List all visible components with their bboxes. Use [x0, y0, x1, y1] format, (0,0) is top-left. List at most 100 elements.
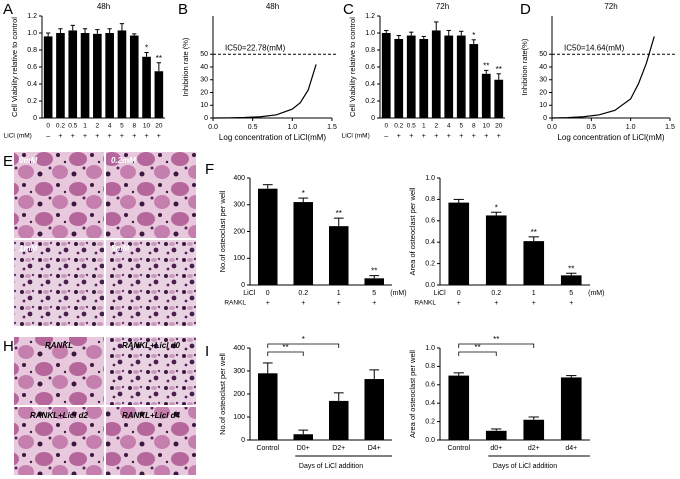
y-tick-label: 0	[241, 282, 245, 289]
y-tick-label: 1.0	[365, 30, 375, 37]
panel-letter: F	[205, 161, 214, 178]
bar	[419, 38, 429, 119]
y-tick-label: 0	[33, 115, 37, 122]
x-tick-label: 0.0	[208, 124, 218, 131]
curve	[212, 64, 317, 119]
row-mark: +	[409, 133, 413, 140]
comparison-label: **	[493, 335, 499, 344]
micrograph	[106, 240, 196, 326]
x-tick-label: 1	[532, 290, 536, 297]
reference-label: IC50=22.78(mM)	[225, 43, 286, 52]
category-unit: (mM)	[588, 290, 604, 297]
bar	[485, 215, 507, 285]
x-tick-label: D0+	[297, 445, 310, 452]
x-tick-label: 5	[372, 290, 376, 297]
y-tick-label: 0.2	[27, 98, 37, 105]
significance: **	[483, 62, 489, 71]
y-axis-label: Inhibition rate(%)	[520, 38, 529, 95]
bar	[293, 202, 314, 285]
x-tick-label: Control	[447, 445, 470, 452]
y-axis-label: No.of osteoclast per well	[218, 353, 227, 435]
y-tick-label: 10	[200, 102, 208, 109]
x-tick-label: 8	[132, 123, 136, 130]
x-tick-label: 1	[83, 123, 87, 130]
row-mark: +	[447, 133, 451, 140]
row-label: RANKL	[224, 300, 246, 307]
y-tick-label: 0.4	[425, 400, 435, 407]
y-tick-label: 0.6	[425, 382, 435, 389]
bar	[293, 434, 314, 440]
row-mark: +	[397, 133, 401, 140]
significance: *	[495, 203, 498, 212]
y-tick-label: 20	[539, 89, 547, 96]
micrograph	[14, 337, 104, 405]
x-tick-label: 0	[46, 123, 50, 130]
bar	[117, 30, 127, 119]
x-tick-label: D2+	[332, 445, 345, 452]
row-mark: +	[266, 300, 270, 307]
y-tick-label: 100	[233, 255, 245, 262]
bar	[469, 44, 479, 118]
y-tick-label: 0.2	[365, 98, 375, 105]
y-tick-label: 1.2	[27, 13, 37, 20]
row-mark: +	[157, 133, 161, 140]
row-mark: +	[484, 133, 488, 140]
micrograph-label: RANKL	[45, 341, 73, 350]
comparison-label: **	[474, 343, 480, 352]
y-tick-label: 0.8	[425, 363, 435, 370]
y-tick-label: 400	[233, 345, 245, 352]
y-tick-label: 0	[241, 437, 245, 444]
reference-label: IC50=14.64(mM)	[564, 43, 625, 52]
bar	[328, 226, 349, 285]
bar	[328, 400, 349, 440]
bar	[406, 35, 416, 118]
category-unit: (mM)	[390, 290, 406, 297]
y-tick-label: 200	[233, 391, 245, 398]
micrograph-label: 1mM	[19, 244, 38, 253]
row-mark: +	[120, 133, 124, 140]
micrograph	[14, 152, 104, 238]
row-mark: +	[372, 300, 376, 307]
y-axis-label: Inhibition rate (%)	[181, 37, 190, 96]
y-axis-label: Cell Viability relative to control	[10, 17, 19, 117]
bar	[129, 35, 139, 118]
comparison-label: **	[282, 343, 288, 352]
bar	[80, 33, 90, 118]
row-label: LiCl (mM)	[342, 133, 370, 140]
bar	[448, 202, 470, 285]
category-label: LiCl	[434, 290, 447, 297]
bar	[456, 35, 466, 118]
panel-letter: C	[343, 1, 354, 18]
y-tick-label: 0	[371, 115, 375, 122]
x-tick-label: D4+	[368, 445, 381, 452]
row-mark: +	[71, 133, 75, 140]
bar	[142, 56, 151, 118]
bar	[481, 73, 491, 118]
x-tick-label: 10	[483, 123, 491, 130]
x-tick-label: 20	[495, 123, 503, 130]
y-tick-label: 0.8	[425, 196, 435, 203]
y-tick-label: 200	[233, 228, 245, 235]
significance: **	[336, 209, 342, 218]
category-label: LiCl	[243, 290, 256, 297]
x-tick-label: 0	[266, 290, 270, 297]
y-tick-label: 50	[539, 51, 547, 58]
y-tick-label: 0.2	[425, 260, 435, 267]
bar	[444, 35, 454, 118]
x-tick-label: Control	[256, 445, 279, 452]
row-mark: –	[46, 133, 50, 140]
x-tick-label: 4	[447, 123, 451, 130]
comparison-bracket	[458, 351, 497, 356]
y-tick-label: 0.0	[425, 282, 435, 289]
row-mark: +	[459, 133, 463, 140]
y-tick-label: 0	[543, 115, 547, 122]
x-tick-label: 0.0	[547, 124, 557, 131]
chart-title: 48h	[266, 2, 279, 11]
y-tick-label: 0.4	[27, 81, 37, 88]
y-tick-label: 400	[233, 175, 245, 182]
significance: **	[496, 65, 502, 74]
y-tick-label: 40	[200, 64, 208, 71]
panel-letter: D	[520, 1, 531, 18]
y-tick-label: 1.0	[425, 345, 435, 352]
